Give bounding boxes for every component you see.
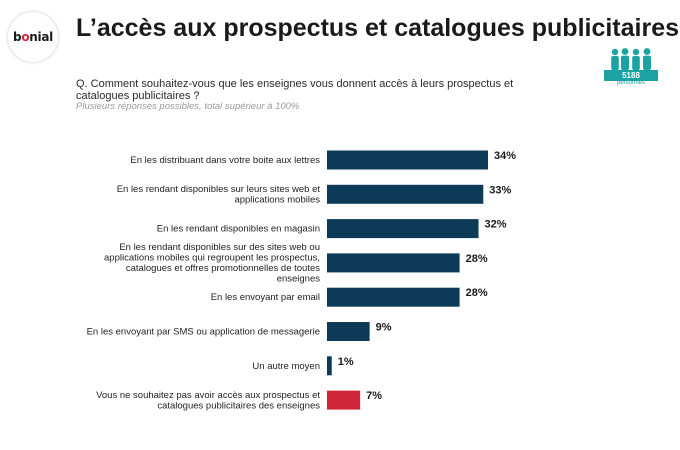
respondents-count: 5188 (604, 70, 658, 81)
category-label-2: En les rendant disponibles en magasin (157, 224, 320, 235)
category-label-6: Un autre moyen (252, 361, 320, 372)
value-label-1: 33% (489, 184, 511, 196)
bar-1 (327, 184, 484, 204)
value-label-7: 7% (366, 390, 382, 402)
survey-note: Plusieurs réponses possibles, total supé… (76, 101, 300, 112)
value-label-0: 34% (494, 150, 516, 162)
value-label-6: 1% (338, 356, 354, 368)
category-label-1: En les rendant disponibles sur leurs sit… (117, 184, 321, 206)
bar-3 (327, 253, 460, 273)
people-icon (611, 48, 651, 70)
category-label-3: En les rendant disponibles sur des sites… (104, 242, 320, 285)
bar-5 (327, 322, 370, 341)
bar-6 (327, 356, 332, 376)
respondents-unit: personnes (616, 80, 646, 86)
category-label-0: En les distribuant dans votre boite aux … (130, 155, 320, 166)
respondents-badge: 5188 personnes (604, 48, 658, 86)
value-label-3: 28% (466, 253, 488, 265)
bonial-logo: bonial (8, 12, 58, 62)
category-label-7: Vous ne souhaitez pas avoir accès aux pr… (96, 390, 320, 412)
survey-question: Q. Comment souhaitez-vous que les enseig… (76, 78, 514, 102)
bar-7 (327, 390, 361, 410)
value-label-5: 9% (376, 322, 392, 334)
logo-text: bonial (13, 30, 53, 44)
category-label-5: En les envoyant par SMS ou application d… (87, 327, 320, 338)
value-label-4: 28% (466, 287, 488, 299)
category-label-4: En les envoyant par email (211, 292, 320, 303)
bar-4 (327, 287, 460, 307)
value-label-2: 32% (485, 219, 507, 231)
bar-2 (327, 219, 479, 239)
bar-0 (327, 150, 488, 170)
bar-chart: 34% En les distribuant dans votre boite a… (87, 150, 517, 412)
page-title: L’accès aux prospectus et catalogues pub… (76, 14, 680, 42)
